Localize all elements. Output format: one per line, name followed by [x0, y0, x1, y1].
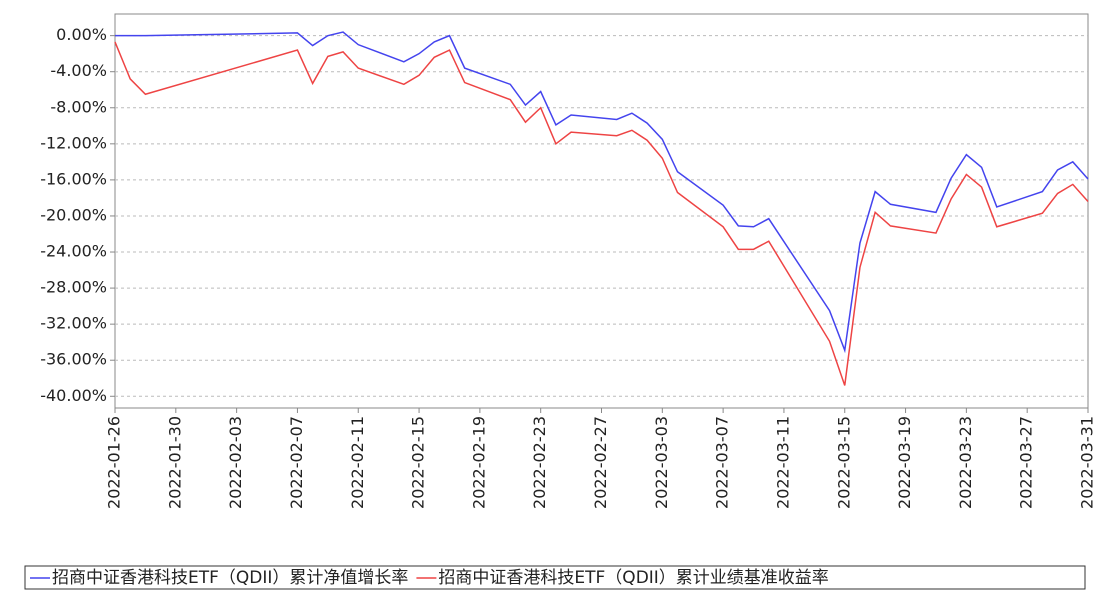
x-tick-label: 2022-03-15 [834, 416, 853, 509]
x-tick-label: 2022-03-23 [956, 416, 975, 509]
x-tick-label: 2022-02-15 [409, 416, 428, 509]
x-tick-label: 2022-03-07 [713, 416, 732, 509]
y-tick-label: 0.00% [56, 25, 107, 44]
y-tick-label: -28.00% [40, 278, 107, 297]
y-tick-label: -20.00% [40, 205, 107, 224]
y-tick-label: -32.00% [40, 314, 107, 333]
x-tick-label: 2022-03-31 [1078, 416, 1097, 509]
x-tick-label: 2022-02-19 [469, 416, 488, 509]
y-tick-label: -16.00% [40, 169, 107, 188]
x-tick-label: 2022-03-11 [773, 416, 792, 509]
legend: 招商中证香港科技ETF（QDII）累计净值增长率 招商中证香港科技ETF（QDII… [24, 565, 1086, 590]
x-tick-label: 2022-02-07 [287, 416, 306, 509]
y-tick-label: -8.00% [50, 97, 107, 116]
legend-label: 招商中证香港科技ETF（QDII）累计业绩基准收益率 [438, 568, 828, 588]
legend-label: 招商中证香港科技ETF（QDII）累计净值增长率 [52, 568, 408, 588]
x-tick-label: 2022-02-03 [226, 416, 245, 509]
x-tick-label: 2022-03-19 [895, 416, 914, 509]
y-tick-label: -36.00% [40, 350, 107, 369]
x-tick-label: 2022-01-30 [165, 416, 184, 509]
x-tick-label: 2022-02-23 [530, 416, 549, 509]
x-tick-label: 2022-01-26 [105, 416, 124, 509]
plot-area [114, 13, 1089, 409]
y-tick-label: -24.00% [40, 242, 107, 261]
x-tick-label: 2022-03-03 [652, 416, 671, 509]
legend-box [24, 565, 1086, 590]
x-tick-label: 2022-02-11 [348, 416, 367, 509]
y-tick-label: -4.00% [50, 61, 107, 80]
x-tick-label: 2022-03-27 [1017, 416, 1036, 509]
x-tick-label: 2022-02-27 [591, 416, 610, 509]
series-line [115, 31, 1089, 354]
series-line [114, 41, 1089, 386]
y-tick-label: -12.00% [40, 133, 107, 152]
y-tick-label: -40.00% [40, 386, 107, 405]
